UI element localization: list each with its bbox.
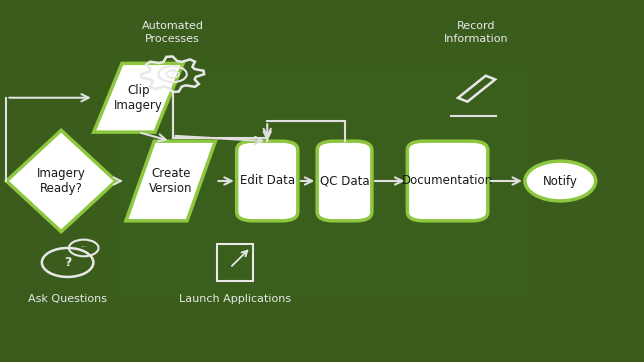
- Text: Launch Applications: Launch Applications: [179, 294, 291, 304]
- Bar: [116, 65, 528, 297]
- FancyBboxPatch shape: [236, 141, 298, 221]
- Text: Automated
Processes: Automated Processes: [142, 21, 204, 44]
- Text: Imagery
Ready?: Imagery Ready?: [37, 167, 86, 195]
- Text: ?: ?: [64, 256, 71, 269]
- Bar: [39, 22, 605, 340]
- Text: Notify: Notify: [543, 174, 578, 188]
- Bar: [193, 109, 451, 253]
- Polygon shape: [6, 130, 116, 232]
- Bar: [232, 130, 412, 232]
- Text: QC Data: QC Data: [319, 174, 370, 188]
- Text: Documentation: Documentation: [402, 174, 493, 188]
- Bar: [155, 87, 489, 275]
- Bar: [270, 152, 374, 210]
- FancyBboxPatch shape: [407, 141, 488, 221]
- Polygon shape: [126, 141, 215, 221]
- Text: Ask Questions: Ask Questions: [28, 294, 107, 304]
- Text: ···: ···: [80, 244, 88, 252]
- Text: Record
Information: Record Information: [444, 21, 509, 44]
- Bar: [77, 43, 567, 319]
- FancyBboxPatch shape: [317, 141, 372, 221]
- Text: Edit Data: Edit Data: [240, 174, 295, 188]
- Polygon shape: [94, 63, 184, 132]
- Text: ?: ?: [170, 69, 175, 79]
- Circle shape: [525, 161, 596, 201]
- Text: Create
Version: Create Version: [149, 167, 193, 195]
- Text: Clip
Imagery: Clip Imagery: [114, 84, 163, 112]
